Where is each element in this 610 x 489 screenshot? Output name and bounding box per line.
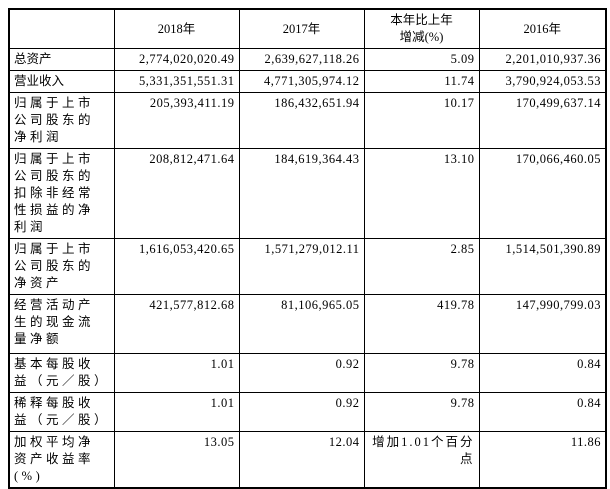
row-label: 归属于上市公司股东的净资产 (8, 238, 115, 295)
cell-2017: 81,106,965.05 (238, 294, 365, 354)
cell-2016: 147,990,799.03 (478, 294, 607, 354)
cell-change: 2.85 (363, 238, 480, 295)
table-row: 营业收入 5,331,351,551.31 4,771,305,974.12 11.7… (8, 70, 607, 93)
table-row: 基本每股收益（元／股） 1.01 0.92 9.78 0.84 (8, 353, 607, 393)
header-2016: 2016年 (478, 8, 607, 49)
cell-2018: 1.01 (113, 392, 240, 432)
cell-2018: 2,774,020,020.49 (113, 48, 240, 71)
row-label: 加权平均净资产收益率(%) (8, 431, 115, 489)
cell-2018: 5,331,351,551.31 (113, 70, 240, 93)
header-label-cell (8, 8, 115, 49)
cell-2017: 2,639,627,118.26 (238, 48, 365, 71)
header-2017: 2017年 (238, 8, 365, 49)
table-row: 总资产 2,774,020,020.49 2,639,627,118.26 5.09 2… (8, 48, 607, 71)
header-row: 2018年 2017年 本年比上年 增减(%) 2016年 (8, 8, 607, 49)
cell-2016: 0.84 (478, 392, 607, 432)
cell-change: 增加1.01个百分点 (363, 431, 480, 489)
row-label: 基本每股收益（元／股） (8, 353, 115, 393)
row-label: 经营活动产生的现金流量净额 (8, 294, 115, 354)
cell-2017: 186,432,651.94 (238, 92, 365, 149)
cell-change: 419.78 (363, 294, 480, 354)
cell-2016: 3,790,924,053.53 (478, 70, 607, 93)
cell-2018: 208,812,471.64 (113, 148, 240, 239)
table-row: 归属于上市公司股东的扣除非经常性损益的净利润 208,812,471.64 184,… (8, 148, 607, 239)
header-2018: 2018年 (113, 8, 240, 49)
cell-2017: 0.92 (238, 392, 365, 432)
row-label: 归属于上市公司股东的扣除非经常性损益的净利润 (8, 148, 115, 239)
cell-2017: 12.04 (238, 431, 365, 489)
cell-change: 11.74 (363, 70, 480, 93)
row-label: 总资产 (8, 48, 115, 71)
cell-2016: 2,201,010,937.36 (478, 48, 607, 71)
cell-2018: 421,577,812.68 (113, 294, 240, 354)
cell-2016: 170,066,460.05 (478, 148, 607, 239)
cell-2017: 1,571,279,012.11 (238, 238, 365, 295)
cell-2018: 1.01 (113, 353, 240, 393)
table-header: 2018年 2017年 本年比上年 增减(%) 2016年 (8, 8, 607, 49)
row-label: 稀释每股收益（元／股） (8, 392, 115, 432)
table-body: 总资产 2,774,020,020.49 2,639,627,118.26 5.09 2… (8, 48, 607, 489)
table-row: 稀释每股收益（元／股） 1.01 0.92 9.78 0.84 (8, 392, 607, 432)
cell-2018: 1,616,053,420.65 (113, 238, 240, 295)
table-row: 归属于上市公司股东的净利润 205,393,411.19 186,432,651.9… (8, 92, 607, 149)
table-row: 加权平均净资产收益率(%) 13.05 12.04 增加1.01个百分点 11.86 (8, 431, 607, 489)
cell-change: 9.78 (363, 353, 480, 393)
financial-summary-table: 2018年 2017年 本年比上年 增减(%) 2016年 总资产 2,774,0… (8, 8, 607, 489)
cell-change: 10.17 (363, 92, 480, 149)
cell-change: 13.10 (363, 148, 480, 239)
cell-2017: 0.92 (238, 353, 365, 393)
header-change-line1: 本年比上年 (390, 13, 453, 27)
cell-2016: 0.84 (478, 353, 607, 393)
cell-2017: 4,771,305,974.12 (238, 70, 365, 93)
row-label: 营业收入 (8, 70, 115, 93)
cell-change: 5.09 (363, 48, 480, 71)
cell-2018: 205,393,411.19 (113, 92, 240, 149)
cell-2016: 170,499,637.14 (478, 92, 607, 149)
cell-2017: 184,619,364.43 (238, 148, 365, 239)
cell-2018: 13.05 (113, 431, 240, 489)
header-change-line2: 增减(%) (399, 30, 444, 44)
cell-change: 9.78 (363, 392, 480, 432)
row-label: 归属于上市公司股东的净利润 (8, 92, 115, 149)
cell-2016: 1,514,501,390.89 (478, 238, 607, 295)
header-change: 本年比上年 增减(%) (363, 8, 480, 49)
table-row: 经营活动产生的现金流量净额 421,577,812.68 81,106,965.05… (8, 294, 607, 354)
table-row: 归属于上市公司股东的净资产 1,616,053,420.65 1,571,279,0… (8, 238, 607, 295)
cell-2016: 11.86 (478, 431, 607, 489)
